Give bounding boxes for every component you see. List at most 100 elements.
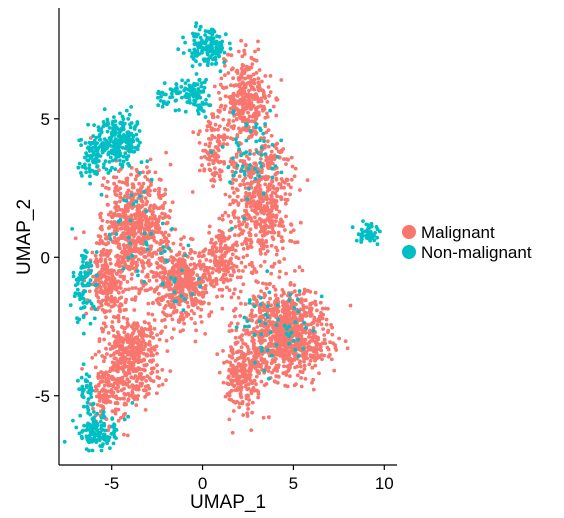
data-point bbox=[269, 149, 274, 154]
data-point bbox=[114, 193, 119, 198]
data-point bbox=[220, 233, 225, 238]
data-point bbox=[133, 177, 138, 182]
data-point bbox=[254, 270, 259, 274]
data-point bbox=[259, 207, 264, 212]
data-point bbox=[107, 126, 112, 130]
data-point bbox=[242, 71, 247, 75]
data-point bbox=[122, 330, 127, 335]
data-point bbox=[122, 391, 127, 396]
data-point bbox=[223, 73, 227, 77]
data-point bbox=[73, 236, 78, 241]
scatter-points bbox=[62, 21, 382, 453]
data-point bbox=[238, 82, 242, 86]
data-point bbox=[165, 220, 170, 225]
data-point bbox=[118, 337, 123, 342]
data-point bbox=[226, 266, 231, 271]
data-point bbox=[274, 357, 278, 361]
data-point bbox=[266, 324, 270, 328]
data-point bbox=[215, 115, 220, 119]
data-point bbox=[188, 251, 192, 256]
data-point bbox=[152, 318, 157, 322]
data-point bbox=[246, 74, 251, 79]
data-point bbox=[170, 266, 175, 270]
data-point bbox=[277, 275, 282, 280]
data-point bbox=[218, 40, 223, 45]
data-point bbox=[158, 91, 162, 96]
data-point bbox=[133, 286, 138, 290]
data-point bbox=[202, 253, 206, 258]
data-point bbox=[93, 421, 97, 426]
data-point bbox=[256, 364, 261, 369]
data-point bbox=[161, 203, 165, 208]
data-point bbox=[241, 373, 245, 377]
data-point bbox=[166, 100, 171, 105]
data-point bbox=[84, 383, 89, 388]
data-point bbox=[108, 400, 113, 404]
data-point bbox=[267, 415, 271, 420]
data-point bbox=[130, 389, 135, 394]
data-point bbox=[322, 353, 327, 358]
data-point bbox=[314, 351, 319, 355]
data-point bbox=[218, 255, 222, 260]
data-point bbox=[125, 352, 130, 357]
data-point bbox=[83, 378, 88, 382]
data-point bbox=[171, 241, 176, 246]
data-point bbox=[254, 206, 259, 211]
data-point bbox=[313, 290, 318, 295]
data-point bbox=[96, 125, 101, 129]
data-point bbox=[244, 191, 248, 195]
data-point bbox=[133, 232, 138, 236]
data-point bbox=[113, 200, 117, 205]
data-point bbox=[254, 108, 258, 112]
data-point bbox=[233, 225, 238, 229]
data-point bbox=[255, 325, 260, 329]
data-point bbox=[226, 71, 231, 75]
data-point bbox=[283, 383, 288, 388]
data-point bbox=[116, 313, 121, 318]
data-point bbox=[104, 269, 109, 274]
data-point bbox=[190, 268, 195, 272]
data-point bbox=[297, 292, 302, 297]
data-point bbox=[202, 168, 207, 173]
data-point bbox=[113, 205, 117, 210]
series-non-malignant bbox=[62, 21, 382, 453]
data-point bbox=[215, 294, 219, 299]
data-point bbox=[299, 376, 303, 380]
data-point bbox=[132, 127, 137, 131]
data-point bbox=[174, 98, 179, 103]
data-point bbox=[326, 347, 331, 352]
data-point bbox=[135, 335, 140, 340]
data-point bbox=[233, 358, 238, 363]
data-point bbox=[234, 187, 239, 192]
data-point bbox=[324, 322, 329, 327]
data-point bbox=[94, 276, 99, 281]
data-point bbox=[214, 268, 219, 273]
data-point bbox=[239, 301, 243, 306]
data-point bbox=[157, 206, 162, 211]
data-point bbox=[130, 259, 135, 264]
data-point bbox=[166, 300, 170, 304]
data-point bbox=[249, 391, 254, 396]
series-malignant bbox=[73, 38, 353, 438]
data-point bbox=[264, 240, 269, 244]
data-point bbox=[207, 224, 212, 229]
data-point bbox=[245, 393, 250, 398]
data-point bbox=[99, 249, 104, 254]
data-point bbox=[201, 264, 206, 268]
data-point bbox=[260, 79, 264, 84]
data-point bbox=[232, 383, 237, 388]
data-point bbox=[333, 343, 337, 347]
data-point bbox=[98, 258, 102, 263]
data-point bbox=[271, 237, 276, 241]
data-point bbox=[283, 201, 288, 206]
data-point bbox=[145, 170, 150, 175]
data-point bbox=[225, 142, 230, 147]
data-point bbox=[187, 48, 192, 53]
data-point bbox=[196, 300, 201, 304]
data-point bbox=[90, 439, 94, 444]
data-point bbox=[205, 50, 210, 55]
data-point bbox=[170, 260, 175, 265]
data-point bbox=[328, 340, 332, 345]
data-point bbox=[105, 179, 110, 184]
data-point bbox=[276, 230, 281, 235]
